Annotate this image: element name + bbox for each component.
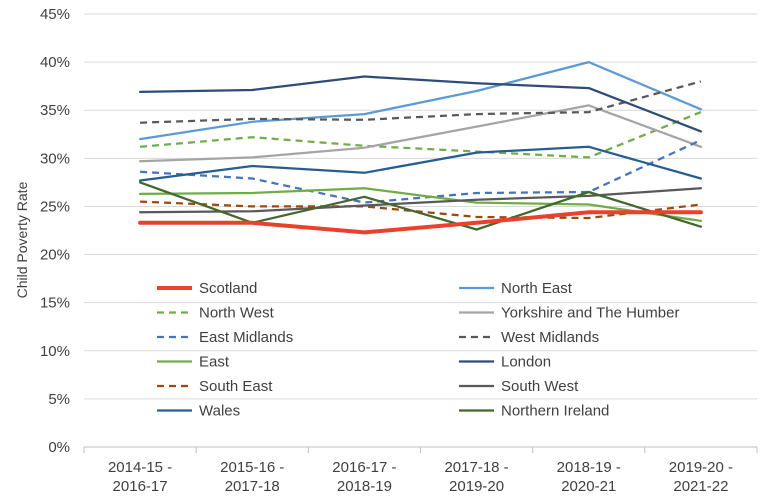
y-tick-label: 15% xyxy=(40,295,70,312)
x-tick-label: 2017-18 xyxy=(225,478,280,495)
legend-label: Northern Ireland xyxy=(501,403,609,420)
x-tick-label: 2018-19 - xyxy=(557,459,621,476)
legend-label: London xyxy=(501,354,551,371)
x-tick-label: 2016-17 xyxy=(113,478,168,495)
x-tick-label: 2018-19 xyxy=(337,478,392,495)
y-tick-label: 25% xyxy=(40,198,70,215)
legend-label: Yorkshire and The Humber xyxy=(501,305,679,322)
series-lines xyxy=(138,60,703,235)
legend-label: West Midlands xyxy=(501,329,599,346)
series-line-north-west xyxy=(140,111,702,159)
series-line-scotland xyxy=(138,210,703,235)
y-tick-label: 45% xyxy=(40,6,70,23)
series-line-west-midlands xyxy=(140,80,702,124)
axes xyxy=(83,446,758,453)
y-tick-label: 30% xyxy=(40,150,70,167)
legend-label: Wales xyxy=(199,403,240,420)
y-axis-title: Child Poverty Rate xyxy=(14,181,30,298)
gridlines xyxy=(84,13,757,400)
x-tick-label: 2015-16 - xyxy=(220,459,284,476)
series-line-london xyxy=(138,75,703,133)
series-line-north-east xyxy=(138,60,703,141)
series-line-south-west xyxy=(138,187,703,214)
series-line-yorkshire-and-the-humber xyxy=(138,104,703,163)
x-tick-label: 2020-21 xyxy=(561,478,616,495)
x-tick-label: 2017-18 - xyxy=(444,459,508,476)
legend: Scotland North East North West Yorkshire an… xyxy=(157,280,679,420)
x-axis-ticks: 2014-15 - 2016-17 2015-16 - 2017-18 2016-17 … xyxy=(108,459,733,495)
x-tick-label: 2021-22 xyxy=(673,478,728,495)
legend-label: South East xyxy=(199,378,273,395)
x-tick-label: 2019-20 xyxy=(449,478,504,495)
series-line-east xyxy=(138,187,703,223)
legend-label: North West xyxy=(199,305,275,322)
legend-label: South West xyxy=(501,378,579,395)
y-axis-ticks: 0% 5% 10% 15% 20% 25% 30% 35% 40% 45% xyxy=(40,6,70,456)
legend-label: North East xyxy=(501,280,573,297)
y-tick-label: 5% xyxy=(48,391,70,408)
y-tick-label: 0% xyxy=(48,439,70,456)
series-line-northern-ireland xyxy=(138,181,703,231)
y-tick-label: 10% xyxy=(40,343,70,360)
y-tick-label: 40% xyxy=(40,54,70,71)
y-tick-label: 20% xyxy=(40,247,70,264)
legend-label: Scotland xyxy=(199,280,257,297)
y-tick-label: 35% xyxy=(40,102,70,119)
x-tick-label: 2019-20 - xyxy=(669,459,733,476)
series-line-east-midlands xyxy=(140,139,702,204)
series-line-wales xyxy=(138,145,703,182)
legend-label: East xyxy=(199,354,230,371)
x-tick-label: 2016-17 - xyxy=(332,459,396,476)
x-tick-label: 2014-15 - xyxy=(108,459,172,476)
series-line-south-east xyxy=(140,200,702,220)
legend-label: East Midlands xyxy=(199,329,293,346)
